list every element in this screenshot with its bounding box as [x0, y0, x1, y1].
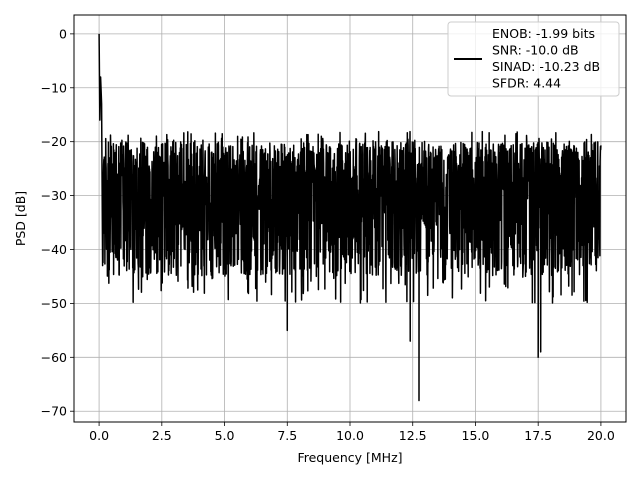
y-tick-label: −70	[41, 404, 67, 419]
y-tick-label: −50	[41, 296, 67, 311]
x-tick-label: 7.5	[277, 428, 297, 443]
x-tick-label: 17.5	[524, 428, 552, 443]
psd-trace-line	[98, 33, 602, 402]
y-tick-label: −20	[41, 134, 67, 149]
y-tick-label: −30	[41, 188, 67, 203]
legend: ENOB: -1.99 bits SNR: -10.0 dB SINAD: -1…	[447, 21, 620, 97]
x-tick-label: 2.5	[152, 428, 172, 443]
y-axis-ticks: 0 −10 −20 −30 −40 −50 −60 −70	[41, 26, 74, 419]
legend-entry-sinad: SINAD: -10.23 dB	[492, 59, 600, 74]
y-tick-label: −60	[41, 350, 67, 365]
y-tick-label: 0	[59, 26, 67, 41]
y-tick-label: −40	[41, 242, 67, 257]
legend-entry-snr: SNR: -10.0 dB	[492, 43, 579, 58]
x-tick-label: 10.0	[336, 428, 364, 443]
y-axis-label: PSD [dB]	[13, 191, 28, 246]
legend-box	[447, 21, 620, 97]
x-axis-ticks: 0.0 2.5 5.0 7.5 10.0 12.5 15.0 17.5 20.0	[89, 422, 615, 443]
x-tick-label: 15.0	[462, 428, 490, 443]
psd-trace-group	[98, 33, 602, 402]
x-tick-label: 20.0	[587, 428, 615, 443]
y-tick-label: −10	[41, 80, 67, 95]
legend-entry-enob: ENOB: -1.99 bits	[492, 26, 595, 41]
legend-entry-sfdr: SFDR: 4.44	[492, 76, 561, 91]
x-tick-label: 0.0	[89, 428, 109, 443]
x-tick-label: 5.0	[215, 428, 235, 443]
x-axis-label: Frequency [MHz]	[297, 450, 402, 465]
x-tick-label: 12.5	[399, 428, 427, 443]
